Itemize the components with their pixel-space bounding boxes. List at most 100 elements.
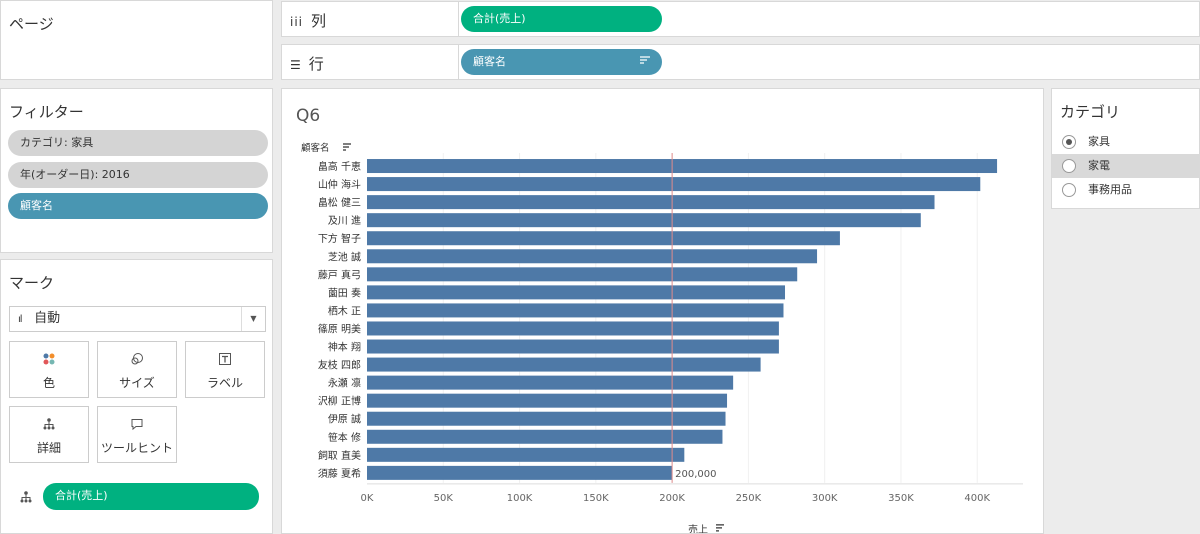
sort-icon xyxy=(343,143,351,151)
filter-pill-customer[interactable]: 顧客名 xyxy=(8,193,268,219)
bar[interactable] xyxy=(367,339,779,354)
legend-item-office[interactable]: 事務用品 xyxy=(1052,178,1200,202)
x-tick-label: 400K xyxy=(964,493,990,504)
category-label: 飼取 直美 xyxy=(318,449,361,462)
size-button[interactable]: サイズ xyxy=(97,341,177,398)
category-label: 畠高 千恵 xyxy=(318,160,361,173)
pages-card: ページ xyxy=(0,0,273,80)
sort-icon xyxy=(716,524,724,532)
radio-icon[interactable] xyxy=(1062,183,1076,197)
view-title: Q6 xyxy=(296,106,321,126)
legend-item-appliances[interactable]: 家電 xyxy=(1052,154,1200,178)
mark-type-dropdown[interactable]: ıl 自動 ▼ xyxy=(9,306,266,332)
size-icon xyxy=(98,352,176,368)
columns-shelf[interactable]: iii 列 合計(売上) xyxy=(281,1,1200,37)
x-tick-label: 50K xyxy=(434,493,454,504)
rows-shelf-title: ☰ 行 xyxy=(290,53,324,74)
sort-icon xyxy=(640,49,650,75)
columns-pill[interactable]: 合計(売上) xyxy=(461,6,662,32)
category-label: 薗田 奏 xyxy=(328,286,361,299)
legend-item-label: 事務用品 xyxy=(1088,183,1132,196)
category-legend: カテゴリ 家具 家電 事務用品 xyxy=(1051,88,1200,209)
filter-pill-year[interactable]: 年(オーダー日): 2016 xyxy=(8,162,268,188)
category-label: 畠松 健三 xyxy=(318,196,361,209)
bar[interactable] xyxy=(367,285,786,300)
marks-title: マーク xyxy=(9,274,55,292)
label-button-label: ラベル xyxy=(206,376,243,390)
tooltip-button[interactable]: ツールヒント xyxy=(97,406,177,463)
filter-pill-category[interactable]: カテゴリ: 家具 xyxy=(8,130,268,156)
filters-title: フィルター xyxy=(9,103,84,121)
bar[interactable] xyxy=(367,159,998,174)
category-label: 友枝 四郎 xyxy=(318,359,361,372)
color-dots-icon xyxy=(10,352,88,368)
columns-shelf-title: iii 列 xyxy=(290,10,326,31)
color-button-label: 色 xyxy=(42,376,55,390)
rows-pill[interactable]: 顧客名 xyxy=(461,49,662,75)
x-tick-label: 250K xyxy=(736,493,762,504)
rows-shelf[interactable]: ☰ 行 顧客名 xyxy=(281,44,1200,80)
bar[interactable] xyxy=(367,411,726,426)
columns-icon: iii xyxy=(290,15,304,29)
detail-button-label: 詳細 xyxy=(36,441,61,455)
category-label: 藤戸 真弓 xyxy=(318,268,361,281)
category-label: 及川 進 xyxy=(328,215,361,227)
data-label: 200,000 xyxy=(675,469,716,480)
y-axis-title: 顧客名 xyxy=(301,142,330,154)
x-axis-title: 売上 xyxy=(688,523,708,533)
rows-shelf-label: 行 xyxy=(308,55,324,73)
bar[interactable] xyxy=(367,375,734,390)
label-button[interactable]: ラベル xyxy=(185,341,265,398)
category-label: 芝池 誠 xyxy=(328,250,361,263)
pages-title: ページ xyxy=(9,15,54,33)
category-label: 笹本 修 xyxy=(328,431,361,444)
detail-button[interactable]: 詳細 xyxy=(9,406,89,463)
color-button[interactable]: 色 xyxy=(9,341,89,398)
bar[interactable] xyxy=(367,231,840,246)
radio-icon[interactable] xyxy=(1062,159,1076,173)
bar[interactable] xyxy=(367,393,728,408)
bar[interactable] xyxy=(367,447,685,462)
category-label: 永瀬 凛 xyxy=(328,377,361,390)
bar[interactable] xyxy=(367,195,935,210)
bar-chart-icon: ıl xyxy=(18,314,23,325)
x-tick-label: 200K xyxy=(659,493,685,504)
filters-card: フィルター カテゴリ: 家具 年(オーダー日): 2016 顧客名 xyxy=(0,88,273,253)
category-label: 沢柳 正博 xyxy=(318,395,361,408)
x-tick-label: 0K xyxy=(361,493,374,504)
category-label: 篠原 明美 xyxy=(318,322,361,335)
x-tick-label: 150K xyxy=(583,493,609,504)
category-label: 栖木 正 xyxy=(328,304,361,317)
category-label: 須藤 夏希 xyxy=(318,467,361,480)
hierarchy-icon xyxy=(19,489,33,508)
bar[interactable] xyxy=(367,177,981,192)
legend-item-furniture[interactable]: 家具 xyxy=(1052,130,1200,154)
chevron-down-icon[interactable]: ▼ xyxy=(241,307,265,331)
bar[interactable] xyxy=(367,465,673,480)
tooltip-button-label: ツールヒント xyxy=(100,441,173,455)
legend-item-label: 家具 xyxy=(1088,135,1110,148)
rows-icon: ☰ xyxy=(290,58,301,72)
bar[interactable] xyxy=(367,429,723,444)
category-label: 神本 翔 xyxy=(328,341,361,354)
bar[interactable] xyxy=(367,267,798,282)
bar[interactable] xyxy=(367,321,779,336)
x-tick-label: 300K xyxy=(812,493,838,504)
x-tick-label: 100K xyxy=(507,493,533,504)
bar[interactable] xyxy=(367,357,761,372)
size-button-label: サイズ xyxy=(119,376,155,390)
shelf-divider xyxy=(458,45,459,79)
bar[interactable] xyxy=(367,213,921,228)
bar[interactable] xyxy=(367,303,784,318)
rows-pill-label: 顧客名 xyxy=(473,55,506,68)
legend-item-label: 家電 xyxy=(1088,159,1110,172)
marks-field-pill[interactable]: 合計(売上) xyxy=(43,483,259,510)
columns-shelf-label: 列 xyxy=(311,12,327,30)
radio-selected-icon[interactable] xyxy=(1062,135,1076,149)
shelf-divider xyxy=(458,2,459,36)
category-label: 下方 智子 xyxy=(318,232,361,245)
bar[interactable] xyxy=(367,249,818,264)
speech-bubble-icon xyxy=(98,417,176,433)
hierarchy-icon xyxy=(10,417,88,433)
